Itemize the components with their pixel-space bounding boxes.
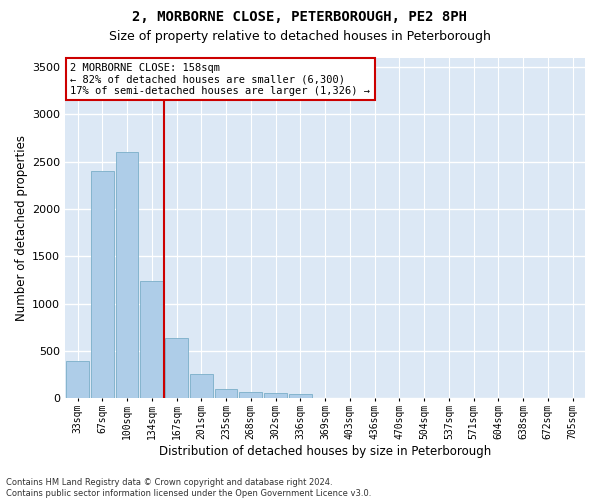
Bar (264, 393, 287, 398)
Bar (91, 171, 113, 398)
Text: 2, MORBORNE CLOSE, PETERBOROUGH, PE2 8PH: 2, MORBORNE CLOSE, PETERBOROUGH, PE2 8PH (133, 10, 467, 24)
Bar (190, 374, 212, 398)
Bar (116, 152, 139, 398)
Bar (140, 281, 163, 398)
Bar (165, 338, 188, 398)
X-axis label: Distribution of detached houses by size in Peterborough: Distribution of detached houses by size … (159, 444, 491, 458)
Bar (215, 389, 238, 398)
Y-axis label: Number of detached properties: Number of detached properties (15, 135, 28, 321)
Text: Contains HM Land Registry data © Crown copyright and database right 2024.
Contai: Contains HM Land Registry data © Crown c… (6, 478, 371, 498)
Bar (289, 394, 312, 398)
Text: 2 MORBORNE CLOSE: 158sqm
← 82% of detached houses are smaller (6,300)
17% of sem: 2 MORBORNE CLOSE: 158sqm ← 82% of detach… (70, 62, 370, 96)
Text: Size of property relative to detached houses in Peterborough: Size of property relative to detached ho… (109, 30, 491, 43)
Bar (66, 361, 89, 398)
Bar (239, 392, 262, 398)
